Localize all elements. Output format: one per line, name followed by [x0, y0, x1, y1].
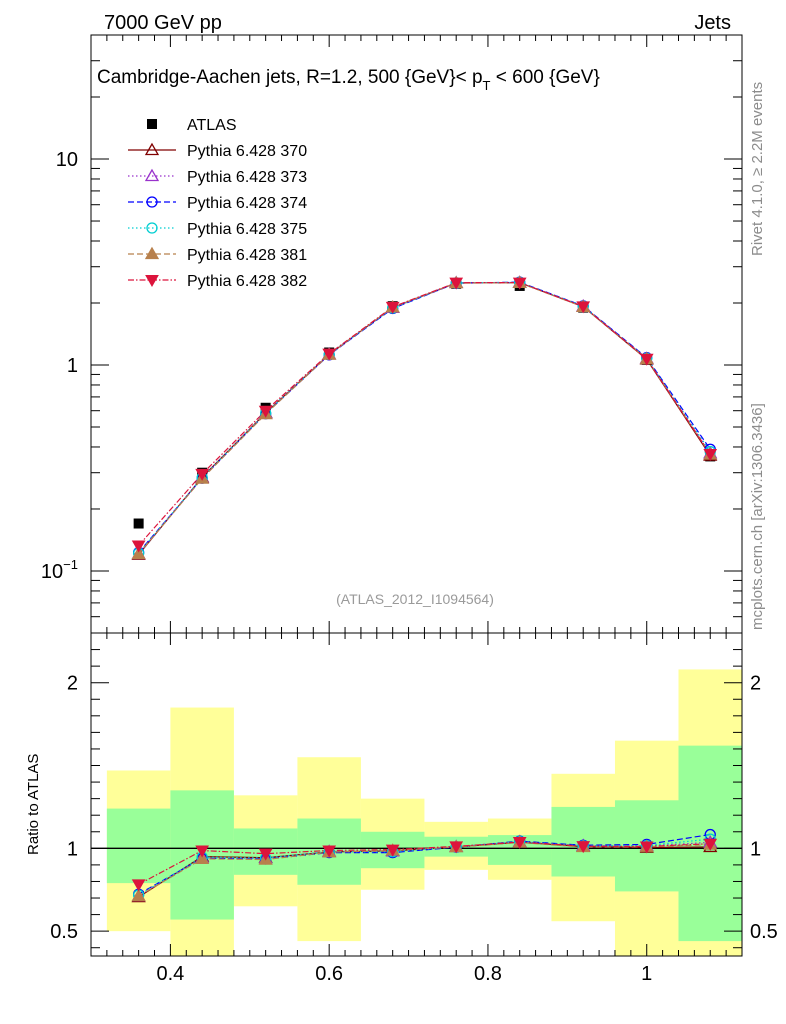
- series-point-ratio-6: [195, 845, 210, 858]
- y-tick-label-exponent: −1: [63, 557, 78, 572]
- header-right: Jets: [694, 12, 731, 34]
- series-point-main-6: [449, 277, 464, 290]
- series-line-ratio-3: [138, 833, 711, 895]
- plot-title-subscript: T: [483, 78, 491, 93]
- plot-title-main: Cambridge-Aachen jets, R=1.2, 500 {GeV}<…: [97, 67, 483, 88]
- series-point-main-6: [512, 277, 527, 290]
- series-line-main-6: [138, 282, 711, 546]
- series-point-main-5: [131, 546, 146, 560]
- legend-marker-1: [144, 142, 160, 156]
- ratio-band-inner: [106, 808, 171, 884]
- series-point-ratio-6: [322, 845, 337, 858]
- ratio-tick-label-left: 1: [67, 838, 78, 860]
- legend-marker-3: [146, 196, 158, 208]
- series-point-ratio-6: [512, 837, 527, 850]
- series-point-ratio-5: [131, 888, 146, 902]
- legend: ATLAS Pythia 6.428 370 Pythia 6.428 373 Pyt…: [128, 117, 307, 290]
- series-line-main-1: [138, 282, 711, 556]
- y-tick-label-base: 10: [41, 561, 63, 583]
- legend-marker-6: [145, 275, 159, 288]
- rivet-label: Rivet 4.1.0, ≥ 2.2M events: [749, 82, 766, 256]
- x-tick-label: 0.6: [315, 963, 343, 985]
- series-point-ratio-6: [639, 841, 654, 854]
- x-tick-label: 0.8: [474, 963, 502, 985]
- x-tick-label: 0.4: [156, 963, 184, 985]
- series-line-main-2: [138, 281, 711, 555]
- ratio-tick-label-right: 0.5: [750, 921, 778, 943]
- legend-marker-2: [144, 168, 160, 182]
- legend-marker-5: [144, 246, 160, 260]
- legend-label-1: Pythia 6.428 370: [187, 143, 307, 160]
- ratio-tick-label-left: 0.5: [50, 921, 78, 943]
- legend-marker-4: [146, 222, 158, 234]
- ratio-tick-label-left: 2: [67, 673, 78, 695]
- legend-label-3: Pythia 6.428 374: [187, 195, 307, 212]
- ratio-plot-frame: [90, 632, 743, 957]
- series-line-main-4: [138, 281, 711, 554]
- ratio-bands: [91, 669, 742, 956]
- series-point-main-6: [131, 540, 146, 553]
- series-point-ratio-5: [195, 851, 210, 864]
- series-line-main-5: [138, 282, 711, 555]
- y-tick-label: 10: [56, 149, 78, 171]
- series-point-main-6: [195, 468, 210, 481]
- y-tick-label: 1: [67, 355, 78, 377]
- series-point-ratio-6: [703, 838, 718, 851]
- header-left: 7000 GeV pp: [104, 12, 222, 34]
- series-point-ratio-6: [385, 844, 400, 857]
- series-point-main-6: [258, 405, 273, 418]
- series-markers: [131, 275, 718, 903]
- series-line-ratio-6: [138, 841, 711, 885]
- series-line-main-3: [138, 281, 711, 553]
- series-point-main-6: [703, 448, 718, 461]
- legend-label-atlas: ATLAS: [187, 117, 237, 134]
- analysis-label: (ATLAS_2012_I1094564): [336, 591, 494, 607]
- series-point-main-6: [385, 301, 400, 314]
- legend-label-2: Pythia 6.428 373: [187, 169, 307, 186]
- series-point-main-6: [639, 353, 654, 366]
- x-tick-label: 1: [641, 963, 652, 985]
- legend-marker-atlas: [147, 119, 157, 129]
- series-point-ratio-6: [131, 879, 146, 892]
- series-point-main-6: [322, 348, 337, 361]
- series-lines: [138, 281, 711, 898]
- series-line-ratio-4: [138, 838, 711, 896]
- y-tick-label: 10−1: [41, 557, 78, 583]
- plot-title: Cambridge-Aachen jets, R=1.2, 500 {GeV}<…: [97, 67, 600, 93]
- legend-label-4: Pythia 6.428 375: [187, 221, 307, 238]
- ratio-tick-label-right: 2: [750, 673, 761, 695]
- legend-label-6: Pythia 6.428 382: [187, 273, 307, 290]
- plot-title-tail: < 600 {GeV}: [490, 67, 599, 88]
- series-point-ratio-6: [449, 841, 464, 854]
- mcplots-label: mcplots.cern.ch [arXiv:1306.3436]: [749, 403, 766, 630]
- data-point-atlas: [133, 518, 144, 529]
- series-point-ratio-6: [576, 841, 591, 854]
- series-point-main-6: [576, 301, 591, 314]
- ratio-tick-label-right: 1: [750, 838, 761, 860]
- ratio-y-axis-label: Ratio to ATLAS: [25, 754, 42, 855]
- legend-label-5: Pythia 6.428 381: [187, 247, 307, 264]
- series-point-ratio-6: [258, 848, 273, 861]
